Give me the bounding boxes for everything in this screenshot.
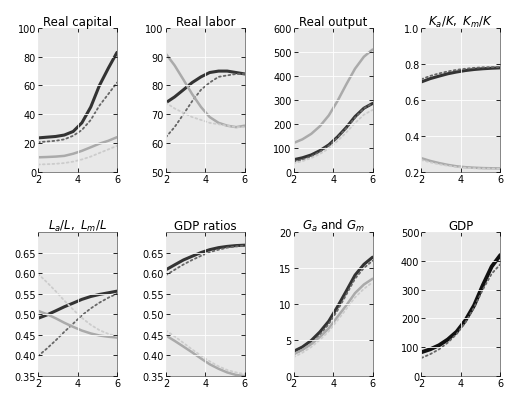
Title: $K_a/K,\ K_m/K$: $K_a/K,\ K_m/K$ <box>428 14 493 30</box>
Title: GDP ratios: GDP ratios <box>174 219 237 232</box>
Title: Real output: Real output <box>299 15 367 28</box>
Title: Real capital: Real capital <box>43 15 112 28</box>
Title: $L_a/L,\ L_m/L$: $L_a/L,\ L_m/L$ <box>48 218 107 233</box>
Title: GDP: GDP <box>449 219 473 232</box>
Title: Real labor: Real labor <box>176 15 235 28</box>
Title: $G_a$ and $G_m$: $G_a$ and $G_m$ <box>302 217 364 233</box>
